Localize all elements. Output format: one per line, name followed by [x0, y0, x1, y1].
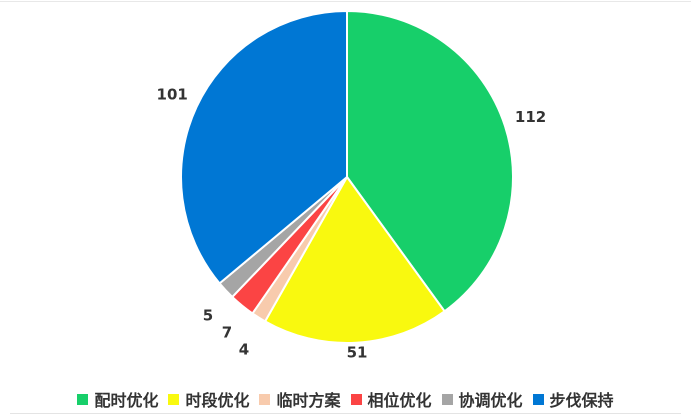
- legend-label: 时段优化: [185, 391, 250, 410]
- legend-swatch: [259, 393, 271, 405]
- legend-item[interactable]: 相位优化: [350, 387, 432, 411]
- legend-swatch: [532, 393, 544, 405]
- legend-label: 临时方案: [276, 391, 341, 410]
- data-label-1: 51: [347, 344, 368, 362]
- data-label-4: 5: [203, 307, 213, 325]
- top-divider: [0, 1, 691, 2]
- legend-swatch: [441, 393, 453, 405]
- legend-item[interactable]: 步伐保持: [532, 387, 614, 411]
- data-label-0: 112: [515, 108, 546, 126]
- pie-slice-0: [346, 9, 514, 313]
- bottom-divider: [10, 413, 681, 414]
- legend-swatch: [350, 393, 362, 405]
- legend-item[interactable]: 临时方案: [259, 387, 341, 411]
- legend-label: 配时优化: [94, 391, 159, 410]
- data-label-3: 7: [222, 324, 232, 342]
- legend-item[interactable]: 时段优化: [168, 387, 249, 411]
- pie-slice-1: [263, 175, 446, 344]
- data-label-5: 101: [157, 86, 188, 104]
- legend-label: 相位优化: [367, 391, 432, 410]
- legend-label: 步伐保持: [549, 391, 614, 410]
- pie-slice-5: [180, 9, 348, 285]
- legend-item[interactable]: 配时优化: [77, 387, 158, 411]
- legend-swatch: [77, 393, 89, 405]
- legend: 配时优化 时段优化 临时方案 相位优化 协调优化 步伐保持: [0, 387, 691, 411]
- legend-swatch: [168, 393, 180, 405]
- legend-label: 协调优化: [458, 391, 523, 410]
- legend-item[interactable]: 协调优化: [441, 387, 523, 411]
- data-label-2: 4: [239, 341, 249, 359]
